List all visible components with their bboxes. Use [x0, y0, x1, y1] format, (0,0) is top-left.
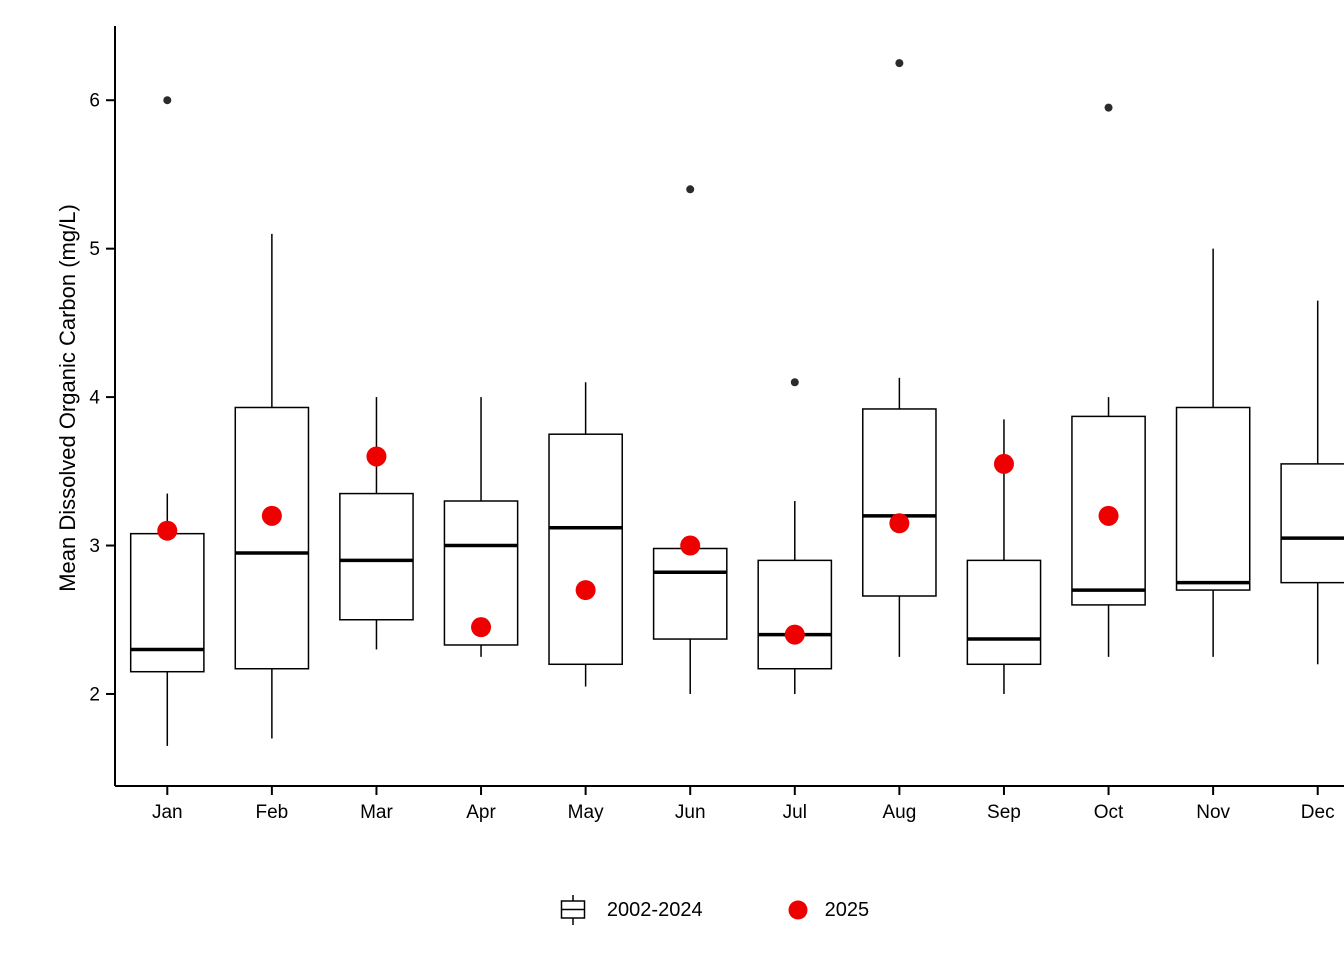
box [1280, 463, 1344, 584]
outlier-point [163, 96, 172, 105]
x-tick-label: Mar [360, 802, 393, 823]
boxplot-sep [966, 419, 1042, 694]
point-2025-oct [1098, 505, 1119, 526]
x-tick-label: Jul [783, 802, 807, 823]
x-tick-label: Aug [882, 802, 916, 823]
point-2025-sep [993, 453, 1014, 474]
boxplot-mar [339, 397, 414, 650]
x-tick-label: Dec [1301, 802, 1335, 823]
point-2025-jan [157, 520, 178, 541]
y-tick-label: 4 [89, 388, 100, 409]
point-2025-mar [366, 446, 387, 467]
point-2025-aug [889, 513, 910, 534]
x-tick-label: Feb [256, 802, 289, 823]
point-2025-may [575, 580, 596, 601]
legend-item-boxplot: 2002-2024 [555, 894, 703, 926]
x-tick-label: Sep [987, 802, 1021, 823]
boxplot-dec [1280, 300, 1344, 665]
box [966, 559, 1042, 666]
y-tick-label: 3 [89, 536, 100, 557]
point-legend-glyph [787, 899, 809, 921]
box [548, 433, 623, 666]
legend-item-2025: 2025 [787, 898, 870, 922]
outlier-point [1104, 103, 1113, 112]
boxplot-may [548, 382, 623, 687]
plot-area: 2 3 4 5 6 Jan Feb Mar Apr May Jun Jul Aug Sep Oct Nov De… [89, 26, 1344, 823]
box [234, 406, 310, 670]
boxplot-legend-glyph [555, 894, 591, 926]
y-tick-label: 6 [89, 91, 100, 112]
point-2025-jul [784, 624, 805, 645]
boxplot-aug [862, 59, 937, 657]
boxplot-jun [652, 185, 728, 694]
y-tick-label: 5 [89, 239, 100, 260]
outlier-point [686, 185, 695, 194]
outlier-point [895, 59, 904, 68]
legend-label-boxplot: 2002-2024 [606, 898, 703, 921]
box [862, 408, 937, 597]
x-tick-label: Oct [1094, 802, 1124, 823]
legend-label-2025: 2025 [824, 898, 870, 921]
outlier-point [790, 378, 799, 387]
boxplot-feb [234, 233, 310, 739]
x-tick-label: Apr [466, 802, 496, 823]
boxplot-jan [129, 96, 205, 746]
point-2025-apr [471, 617, 492, 638]
box [757, 559, 833, 670]
boxplot-nov [1175, 248, 1251, 657]
x-tick-label: Jan [152, 802, 183, 823]
legend: 2002-2024 2025 [40, 894, 1344, 926]
point-2025-feb [261, 505, 282, 526]
box [1175, 406, 1251, 591]
point-2025-jun [680, 535, 701, 556]
x-tick-label: May [568, 802, 604, 823]
box [652, 547, 728, 640]
boxplot-oct [1071, 103, 1146, 657]
y-tick-label: 2 [89, 684, 100, 705]
x-tick-label: Nov [1196, 802, 1230, 823]
x-tick-label: Jun [675, 802, 706, 823]
boxplot-jul [757, 378, 833, 694]
box [339, 492, 414, 621]
